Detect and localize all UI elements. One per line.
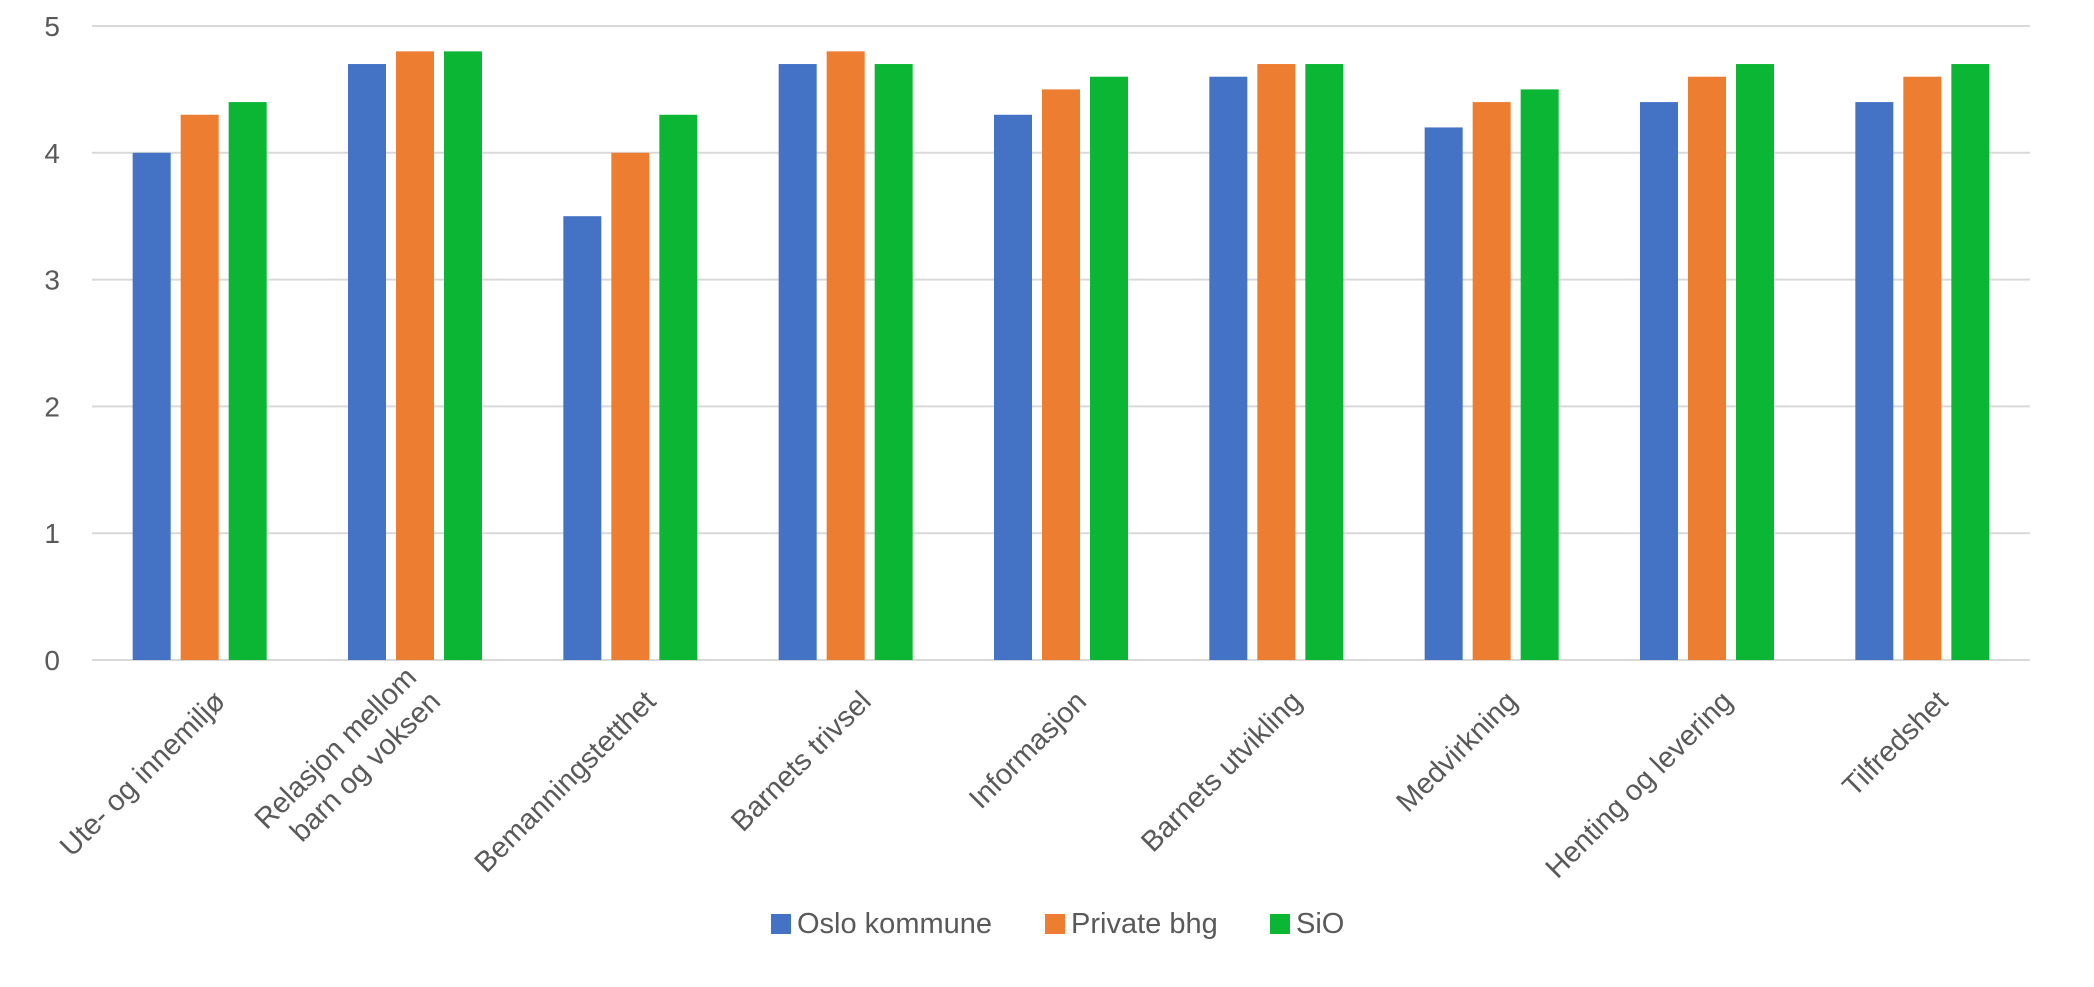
bar-oslo-kommune xyxy=(1855,102,1894,660)
x-tick-label-line: Informasjon xyxy=(963,685,1093,815)
y-tick-label: 5 xyxy=(44,11,60,42)
legend-label: Oslo kommune xyxy=(797,908,992,940)
bar-sio xyxy=(228,102,267,660)
bar-sio xyxy=(1520,89,1559,660)
x-tick-label: Barnets utvikling xyxy=(1135,685,1308,858)
y-tick-label: 0 xyxy=(44,645,60,676)
y-axis-tick-labels: 0 1 2 3 4 5 xyxy=(44,11,60,676)
bar-sio xyxy=(1305,64,1344,661)
bar-private-bhg xyxy=(1903,76,1942,661)
x-tick-label-line: Ute- og innemiljø xyxy=(54,685,232,863)
x-tick-label: Informasjon xyxy=(963,685,1093,815)
x-tick-label-line: Bemanningstetthet xyxy=(469,685,663,879)
x-tick-label: Bemanningstetthet xyxy=(469,685,663,879)
bar-private-bhg xyxy=(1257,64,1296,661)
bars xyxy=(132,51,1990,661)
legend-swatch xyxy=(1045,914,1065,934)
legend-swatch xyxy=(771,914,791,934)
bar-oslo-kommune xyxy=(778,64,817,661)
bar-oslo-kommune xyxy=(1640,102,1678,660)
bar-oslo-kommune xyxy=(994,114,1032,660)
bar-oslo-kommune xyxy=(132,152,171,661)
legend-swatch xyxy=(1270,914,1290,934)
bar-private-bhg xyxy=(826,51,865,661)
bar-private-bhg xyxy=(1042,89,1080,660)
x-tick-label-line: Medvirkning xyxy=(1391,685,1524,818)
bar-oslo-kommune xyxy=(348,64,386,661)
x-tick-label: Ute- og innemiljø xyxy=(54,685,232,863)
x-tick-label: Henting og levering xyxy=(1540,685,1739,884)
x-tick-label-line: Henting og levering xyxy=(1540,685,1739,884)
bar-sio xyxy=(874,64,913,661)
bar-private-bhg xyxy=(1688,76,1726,661)
bar-oslo-kommune xyxy=(1209,76,1248,661)
y-tick-label: 4 xyxy=(44,138,60,169)
bar-sio xyxy=(659,114,698,660)
bar-sio xyxy=(1090,76,1128,661)
bar-oslo-kommune xyxy=(563,216,602,660)
bar-sio xyxy=(1736,64,1774,661)
bar-sio xyxy=(1951,64,1990,661)
x-tick-label: Barnets trivsel xyxy=(725,685,878,838)
legend-label: SiO xyxy=(1296,908,1344,940)
y-tick-label: 2 xyxy=(44,391,60,422)
x-tick-label-line: Barnets trivsel xyxy=(725,685,878,838)
x-tick-label-line: Barnets utvikling xyxy=(1135,685,1308,858)
bar-private-bhg xyxy=(180,114,219,660)
bar-sio xyxy=(444,51,482,661)
legend: Oslo kommune Private bhg SiO xyxy=(771,908,1344,940)
bar-oslo-kommune xyxy=(1424,127,1463,660)
legend-label: Private bhg xyxy=(1071,908,1218,940)
x-tick-label: Tilfredshet xyxy=(1837,685,1955,803)
x-tick-label: Medvirkning xyxy=(1391,685,1524,818)
x-tick-label-line: Tilfredshet xyxy=(1837,685,1955,803)
bar-private-bhg xyxy=(1472,102,1511,660)
bar-private-bhg xyxy=(396,51,434,661)
y-tick-label: 1 xyxy=(44,518,60,549)
bar-private-bhg xyxy=(611,152,650,661)
y-tick-label: 3 xyxy=(44,265,60,296)
